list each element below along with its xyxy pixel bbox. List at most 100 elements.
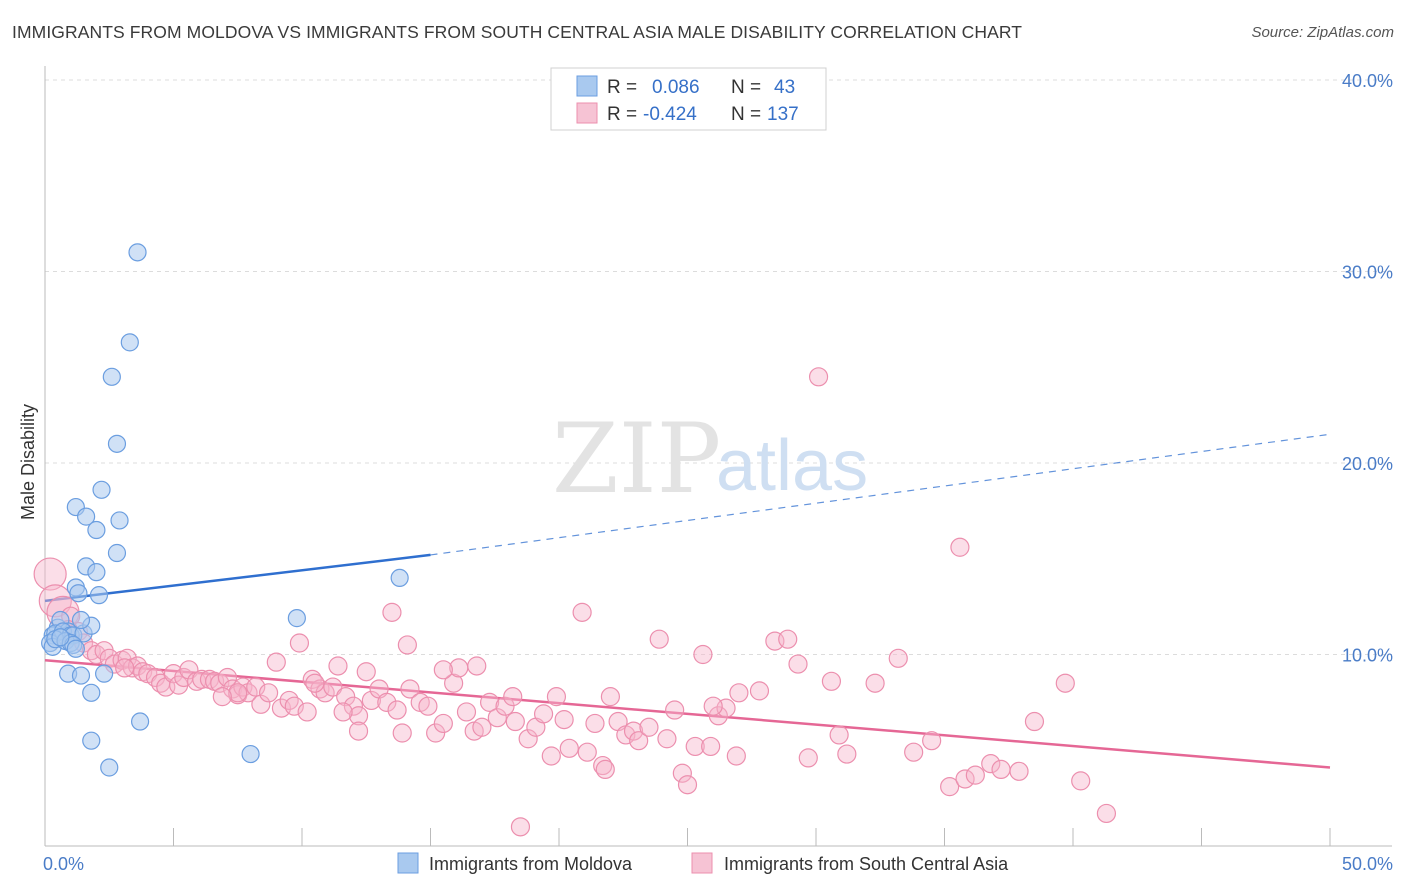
point-south-central-asia — [487, 708, 507, 728]
chart-title: IMMIGRANTS FROM MOLDOVA VS IMMIGRANTS FR… — [12, 22, 1023, 42]
point-south-central-asia — [546, 687, 567, 707]
point-south-central-asia — [495, 696, 515, 716]
point-south-central-asia — [940, 777, 960, 797]
source-label: Source: ZipAtlas.com — [1251, 24, 1394, 41]
bottom-legend-swatch-south-central-asia — [691, 852, 713, 874]
point-south-central-asia — [228, 683, 248, 703]
point-south-central-asia — [808, 367, 829, 387]
point-south-central-asia — [649, 629, 669, 649]
point-south-central-asia — [433, 660, 453, 680]
point-moldova — [82, 683, 101, 702]
bottom-legend-swatch-moldova — [397, 852, 419, 874]
point-south-central-asia — [297, 702, 317, 722]
point-south-central-asia — [467, 656, 487, 676]
point-south-central-asia — [904, 742, 924, 762]
point-south-central-asia — [397, 635, 417, 655]
point-south-central-asia — [258, 683, 279, 703]
point-south-central-asia — [865, 673, 885, 693]
point-south-central-asia — [726, 746, 746, 766]
point-south-central-asia — [356, 662, 376, 682]
point-south-central-asia — [400, 679, 420, 699]
point-south-central-asia — [1009, 761, 1029, 781]
point-south-central-asia — [639, 717, 659, 737]
trend-line-moldova-extension — [430, 433, 1331, 556]
point-south-central-asia — [510, 817, 531, 837]
point-south-central-asia — [533, 704, 554, 724]
point-south-central-asia — [348, 706, 369, 726]
point-south-central-asia — [343, 696, 363, 716]
y-tick-label-40: 40.0% — [1342, 71, 1393, 91]
point-south-central-asia — [328, 656, 348, 676]
watermark: ZIP atlas — [552, 403, 868, 515]
point-south-central-asia — [708, 706, 728, 726]
point-south-central-asia — [541, 746, 561, 766]
point-south-central-asia — [251, 694, 271, 714]
point-moldova — [92, 480, 111, 499]
point-south-central-asia — [600, 687, 621, 707]
point-south-central-asia — [1055, 673, 1075, 693]
y-tick-label-30: 30.0% — [1342, 263, 1393, 283]
trend-line-moldova — [44, 553, 431, 603]
point-moldova — [82, 731, 101, 750]
point-south-central-asia — [798, 748, 818, 768]
bottom-legend: Immigrants from Moldova Immigrants from … — [397, 852, 1009, 874]
point-south-central-asia — [480, 692, 500, 712]
point-south-central-asia — [749, 681, 770, 701]
point-south-central-asia — [115, 658, 135, 678]
point-south-central-asia — [991, 759, 1011, 780]
tick-labels: 10.0% 20.0% 30.0% 40.0% 0.0% 50.0% — [43, 71, 1393, 874]
point-south-central-asia — [577, 742, 597, 762]
point-moldova — [89, 586, 109, 605]
point-south-central-asia — [505, 711, 525, 732]
point-south-central-asia — [554, 710, 574, 730]
legend-n-value-sca: 137 — [767, 104, 799, 125]
legend-n-label-moldova: N = — [731, 77, 761, 98]
point-moldova — [241, 744, 260, 764]
point-south-central-asia — [955, 769, 975, 789]
axes — [44, 66, 1392, 847]
legend-swatch-moldova — [576, 75, 598, 97]
point-south-central-asia — [572, 602, 592, 622]
point-moldova — [120, 333, 139, 352]
point-south-central-asia — [238, 683, 258, 703]
bottom-legend-moldova: Immigrants from Moldova — [429, 854, 633, 874]
point-moldova — [71, 666, 91, 685]
point-south-central-asia — [559, 738, 579, 758]
point-south-central-asia — [145, 667, 166, 688]
point-south-central-asia — [33, 557, 67, 591]
point-south-central-asia — [837, 744, 857, 764]
point-moldova — [87, 520, 106, 540]
point-moldova — [69, 584, 88, 603]
point-south-central-asia — [703, 696, 723, 716]
point-south-central-asia — [778, 629, 798, 649]
legend-r-value-moldova: 0.086 — [652, 77, 700, 98]
point-south-central-asia — [595, 759, 615, 780]
legend-r-label-sca: R = — [607, 104, 637, 125]
point-moldova — [128, 243, 147, 262]
x-tick-label-max: 50.0% — [1342, 854, 1393, 874]
point-south-central-asia — [701, 736, 721, 757]
point-south-central-asia — [377, 692, 397, 712]
series-moldova-points — [41, 243, 409, 777]
point-moldova — [107, 434, 127, 453]
point-south-central-asia — [693, 644, 713, 665]
point-south-central-asia — [472, 717, 492, 737]
point-south-central-asia — [433, 713, 453, 734]
point-south-central-asia — [266, 652, 286, 672]
point-moldova — [102, 367, 121, 386]
point-south-central-asia — [426, 723, 446, 743]
point-south-central-asia — [361, 690, 381, 711]
point-moldova — [130, 712, 150, 731]
y-tick-label-10: 10.0% — [1342, 646, 1393, 666]
series-south-central-asia-points — [33, 367, 1117, 837]
point-south-central-asia — [392, 723, 412, 743]
legend-r-label-moldova: R = — [607, 77, 637, 98]
point-south-central-asia — [1096, 803, 1117, 824]
point-south-central-asia — [829, 725, 849, 745]
point-south-central-asia — [387, 700, 407, 720]
point-moldova — [107, 543, 127, 563]
legend-n-label-sca: N = — [731, 104, 761, 125]
point-south-central-asia — [315, 683, 335, 703]
watermark-atlas: atlas — [716, 426, 868, 506]
point-south-central-asia — [456, 702, 477, 722]
